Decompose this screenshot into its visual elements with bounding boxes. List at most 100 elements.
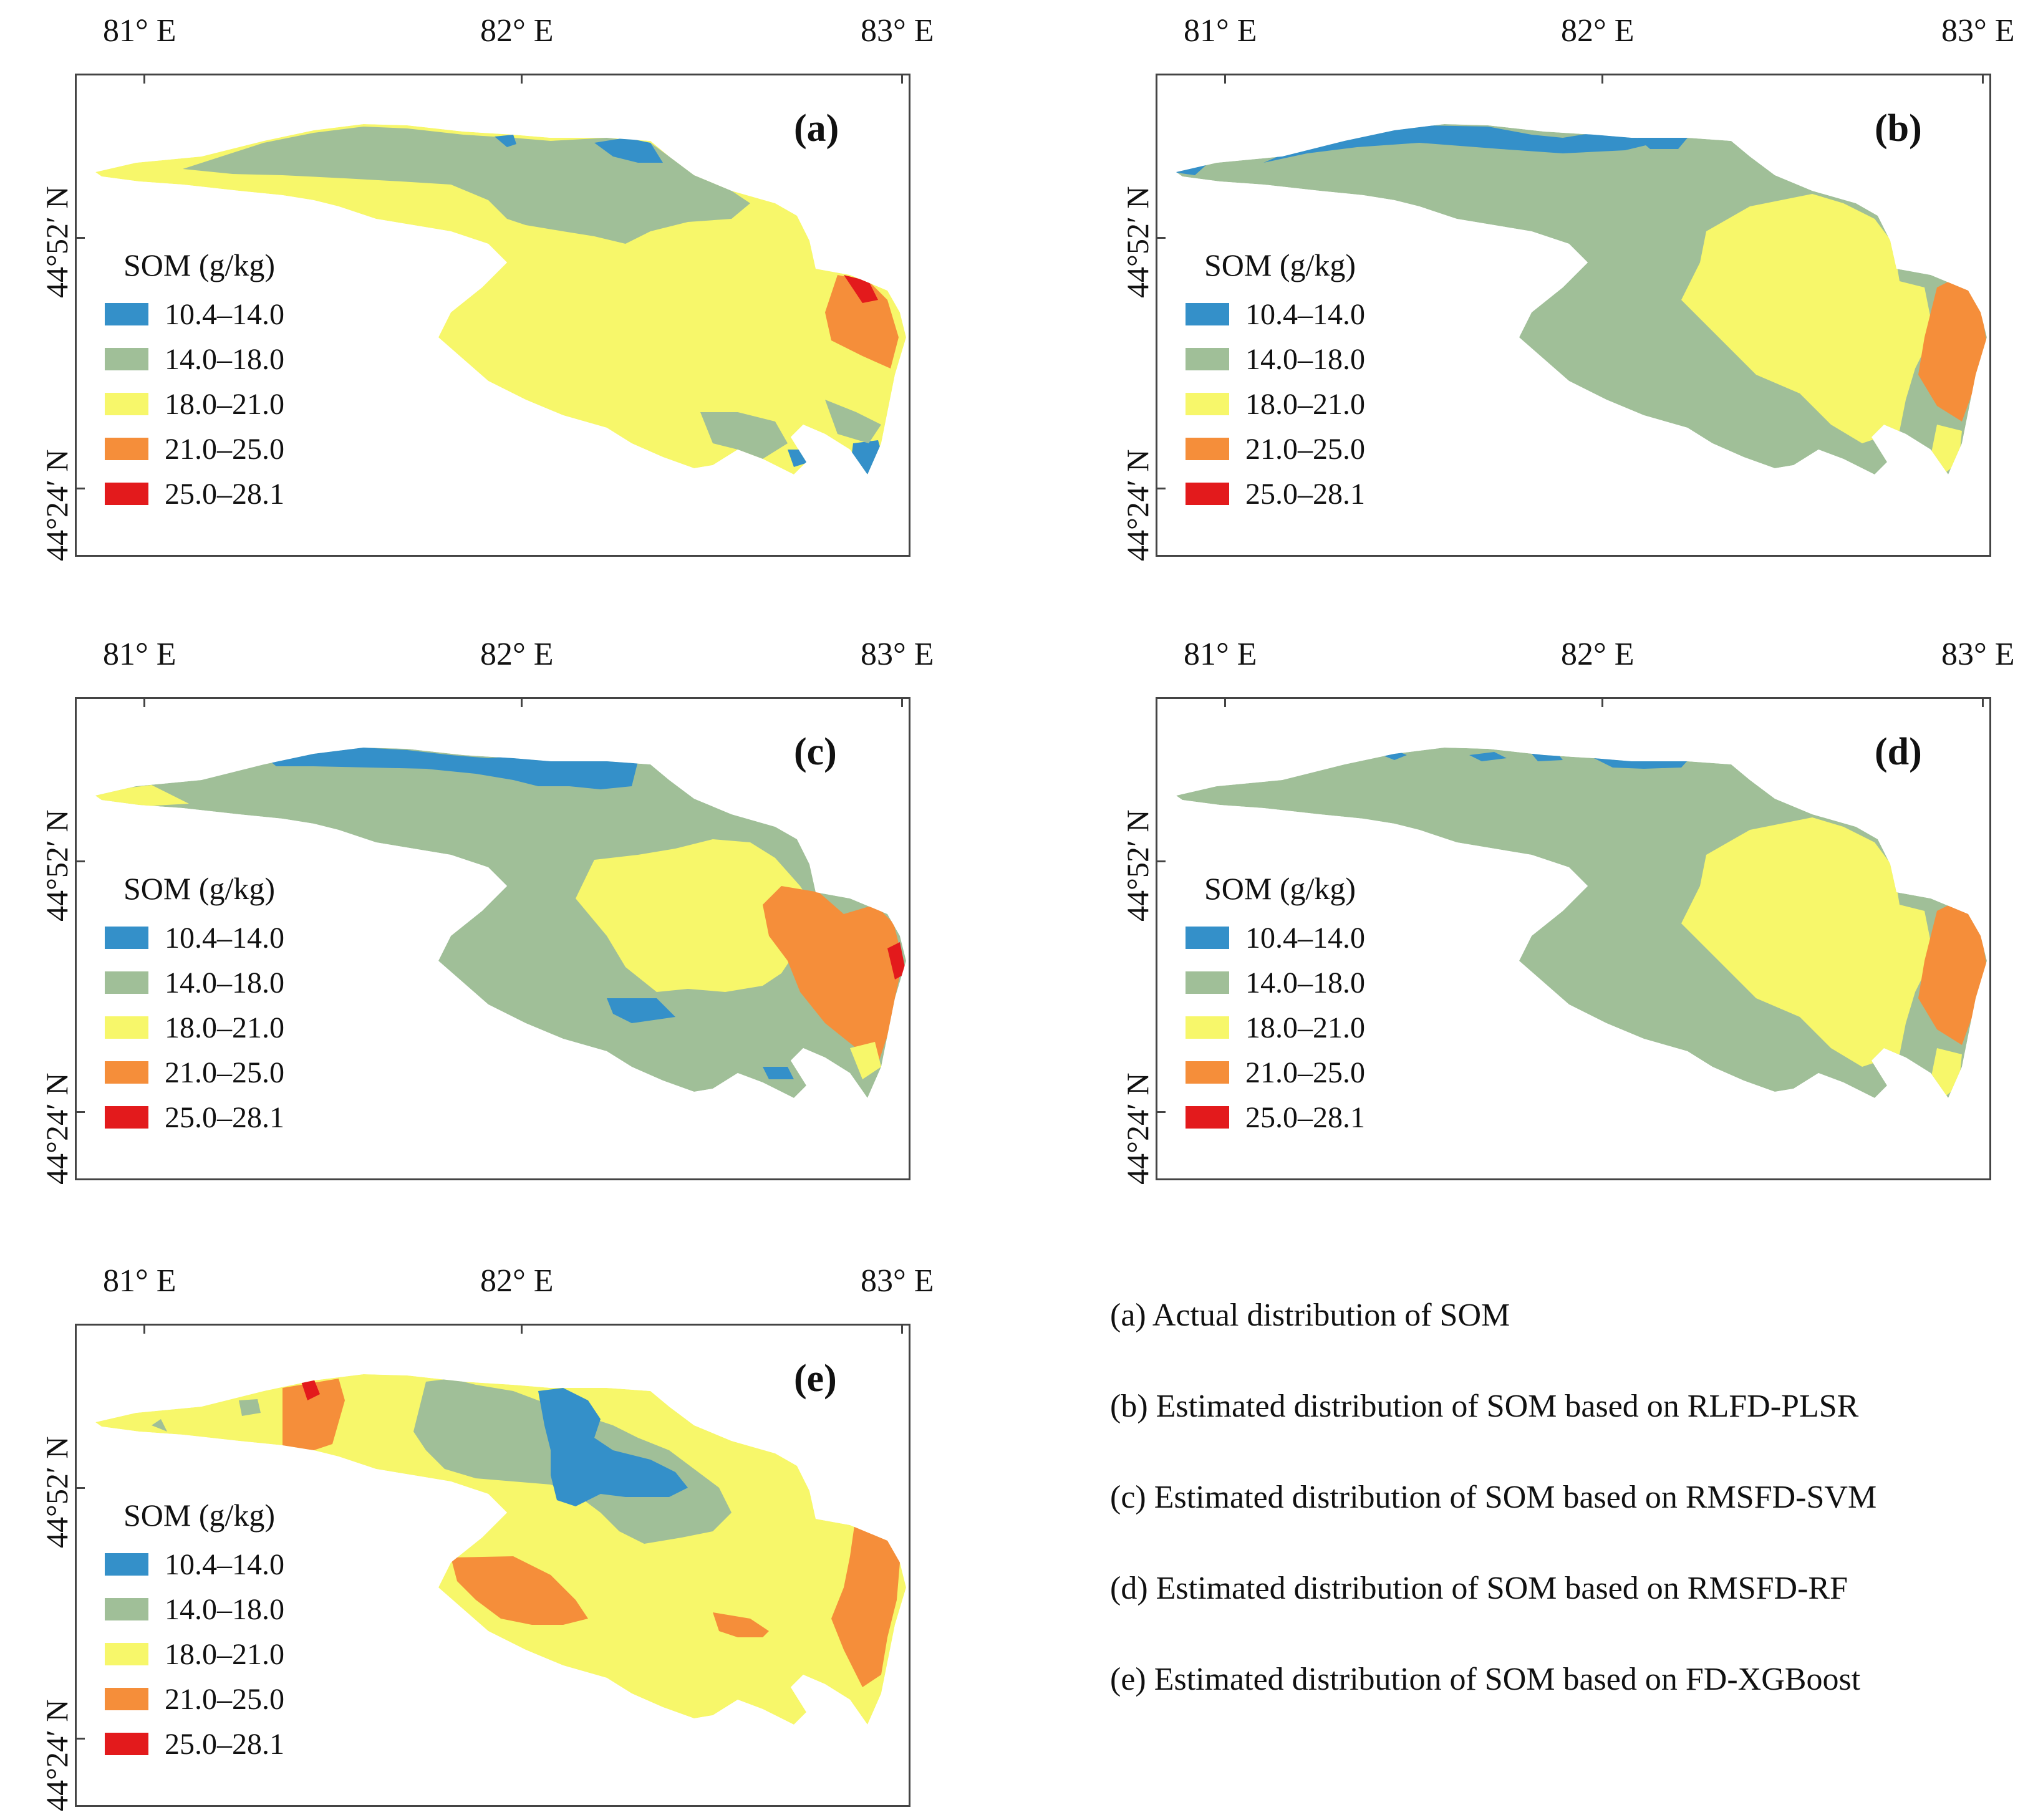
figure-captions: (a) Actual distribution of SOM (b) Estim… xyxy=(1110,1297,1876,1752)
legend-label: 25.0–28.1 xyxy=(1245,1100,1365,1134)
legend-row: 21.0–25.0 xyxy=(1186,426,1365,471)
legend-label: 14.0–18.0 xyxy=(1245,966,1365,999)
legend-row: 10.4–14.0 xyxy=(1186,292,1365,337)
longitude-label: 82° E xyxy=(1561,13,1635,49)
legend-label: 25.0–28.1 xyxy=(1245,477,1365,511)
legend-label: 25.0–28.1 xyxy=(165,477,284,511)
legend-row: 14.0–18.0 xyxy=(1186,337,1365,382)
legend-swatch xyxy=(105,1553,148,1576)
som-zone-10.4–14.0 xyxy=(850,440,884,474)
latitude-tick xyxy=(75,1111,85,1113)
map-frame: (a) SOM (g/kg) 10.4–14.0 14.0–18.0 18.0–21.0… xyxy=(75,74,910,557)
som-zone-21.0–25.0 xyxy=(1918,898,1987,1045)
legend-swatch xyxy=(105,1106,148,1129)
latitude-label: 44°52′ N xyxy=(39,809,74,922)
legend-row: 18.0–21.0 xyxy=(105,1005,284,1050)
legend-label: 18.0–21.0 xyxy=(1245,1011,1365,1044)
longitude-tick xyxy=(521,74,523,84)
longitude-tick xyxy=(901,697,903,707)
study-area-map xyxy=(95,1374,906,1725)
legend-swatch xyxy=(1186,1016,1229,1039)
legend-row: 14.0–18.0 xyxy=(105,960,284,1005)
legend-swatch xyxy=(105,348,148,370)
legend-label: 25.0–28.1 xyxy=(165,1727,284,1761)
legend-swatch xyxy=(105,927,148,949)
legend-swatch xyxy=(1186,393,1229,415)
legend-label: 21.0–25.0 xyxy=(165,1056,284,1089)
legend-label: 21.0–25.0 xyxy=(1245,432,1365,466)
legend-label: 18.0–21.0 xyxy=(165,387,284,421)
legend-title: SOM (g/kg) xyxy=(123,1498,276,1533)
legend-row: 25.0–28.1 xyxy=(105,471,284,516)
longitude-tick xyxy=(143,74,145,84)
som-zone-10.4–14.0 xyxy=(594,138,663,163)
legend-swatch xyxy=(105,438,148,460)
som-zone-18.0–21.0 xyxy=(1681,194,1931,443)
legend-row: 21.0–25.0 xyxy=(1186,1050,1365,1095)
som-zone-14.0–18.0 xyxy=(239,1399,261,1416)
legend: SOM (g/kg) 10.4–14.0 14.0–18.0 18.0–21.0 21.… xyxy=(105,247,284,516)
legend-swatch xyxy=(105,303,148,325)
legend-row: 10.4–14.0 xyxy=(1186,915,1365,960)
longitude-label: 81° E xyxy=(1184,637,1257,672)
latitude-tick xyxy=(75,488,85,489)
legend-row: 25.0–28.1 xyxy=(105,1721,284,1766)
longitude-tick xyxy=(1224,697,1226,707)
som-zone-21.0–25.0 xyxy=(451,1556,588,1625)
longitude-label: 81° E xyxy=(103,13,176,49)
latitude-tick xyxy=(1156,237,1166,239)
legend-row: 14.0–18.0 xyxy=(1186,960,1365,1005)
legend-swatch xyxy=(105,1643,148,1665)
legend-label: 14.0–18.0 xyxy=(165,966,284,999)
legend-swatch xyxy=(1186,438,1229,460)
caption-e: (e) Estimated distribution of SOM based … xyxy=(1110,1662,1861,1697)
legend: SOM (g/kg) 10.4–14.0 14.0–18.0 18.0–21.0 21.… xyxy=(105,1497,284,1766)
legend-row: 25.0–28.1 xyxy=(1186,1095,1365,1140)
legend-swatch xyxy=(1186,348,1229,370)
legend-label: 14.0–18.0 xyxy=(1245,342,1365,376)
legend-label: 18.0–21.0 xyxy=(165,1637,284,1671)
map-frame: (c) SOM (g/kg) 10.4–14.0 14.0–18.0 18.0–21.0… xyxy=(75,697,910,1180)
legend-row: 10.4–14.0 xyxy=(105,292,284,337)
som-zone-14.0–18.0 xyxy=(183,127,750,244)
latitude-label: 44°24′ N xyxy=(1120,1072,1155,1185)
legend-label: 21.0–25.0 xyxy=(165,432,284,466)
som-zone-10.4–14.0 xyxy=(1469,752,1507,761)
longitude-tick xyxy=(901,74,903,84)
legend-row: 10.4–14.0 xyxy=(105,1542,284,1587)
legend-swatch xyxy=(1186,927,1229,949)
legend-row: 18.0–21.0 xyxy=(1186,382,1365,426)
legend-row: 18.0–21.0 xyxy=(105,382,284,426)
longitude-label: 81° E xyxy=(103,1263,176,1299)
latitude-tick xyxy=(1156,1111,1166,1113)
longitude-tick xyxy=(901,1324,903,1334)
longitude-label: 83° E xyxy=(861,637,934,672)
legend-row: 21.0–25.0 xyxy=(105,1050,284,1095)
som-zone-10.4–14.0 xyxy=(495,135,516,147)
longitude-label: 82° E xyxy=(480,637,554,672)
legend-swatch xyxy=(105,1016,148,1039)
legend-swatch xyxy=(1186,1061,1229,1084)
longitude-tick xyxy=(143,1324,145,1334)
panel-label: (a) xyxy=(794,107,839,150)
longitude-tick xyxy=(1982,697,1984,707)
longitude-label: 81° E xyxy=(103,637,176,672)
legend-row: 14.0–18.0 xyxy=(105,337,284,382)
legend-swatch xyxy=(105,1061,148,1084)
legend-swatch xyxy=(105,1688,148,1710)
study-area-map xyxy=(1176,124,1987,474)
legend-row: 25.0–28.1 xyxy=(1186,471,1365,516)
som-zone-10.4–14.0 xyxy=(1594,748,1694,769)
som-zone-25.0–28.1 xyxy=(844,275,878,303)
panel-label: (c) xyxy=(794,731,837,773)
legend-swatch xyxy=(1186,1106,1229,1129)
legend-swatch xyxy=(105,971,148,994)
longitude-label: 83° E xyxy=(861,13,934,49)
som-zone-18.0–21.0 xyxy=(576,839,844,992)
panel-label: (e) xyxy=(794,1357,837,1400)
latitude-tick xyxy=(75,1738,85,1740)
longitude-tick xyxy=(1601,74,1603,84)
som-zone-21.0–25.0 xyxy=(283,1379,345,1450)
panel-label: (d) xyxy=(1875,731,1922,773)
latitude-tick xyxy=(75,237,85,239)
